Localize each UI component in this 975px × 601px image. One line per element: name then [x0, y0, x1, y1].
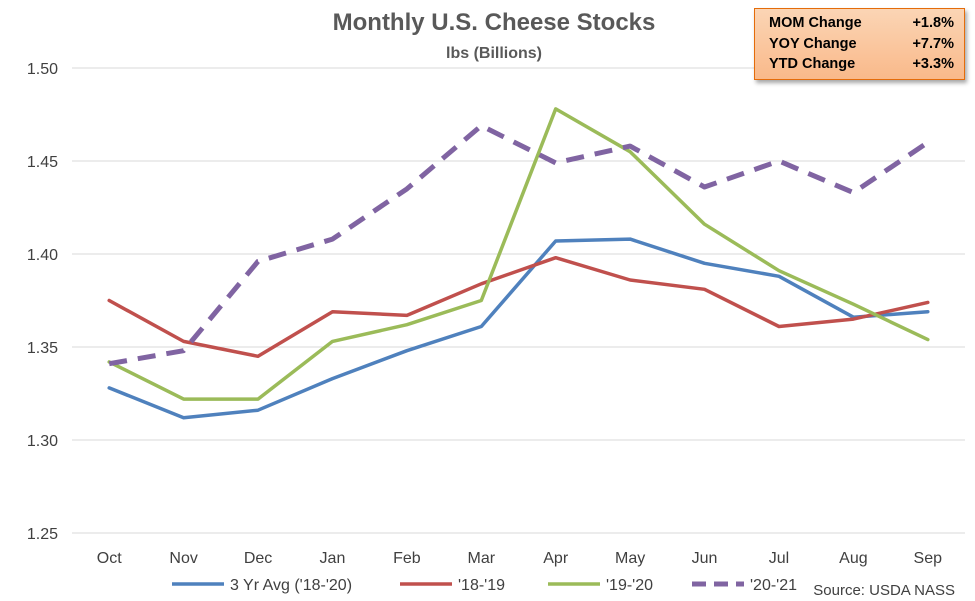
chart-title: Monthly U.S. Cheese Stocks — [333, 9, 656, 36]
source-note: Source: USDA NASS — [813, 582, 955, 599]
series-line-3 — [108, 123, 930, 367]
x-tick-label: May — [615, 550, 645, 567]
x-tick-label: Jan — [320, 550, 346, 567]
stat-value: +3.3% — [912, 56, 954, 72]
stat-label: YTD Change — [769, 56, 856, 72]
x-tick-label: Dec — [244, 550, 272, 567]
y-tick-label: 1.30 — [27, 433, 58, 450]
y-tick-label: 1.50 — [27, 61, 58, 78]
x-tick-label: Feb — [393, 550, 421, 567]
legend-label: 3 Yr Avg ('18-'20) — [230, 577, 352, 594]
series-line-1 — [107, 255, 930, 359]
stat-value: +7.7% — [912, 35, 954, 52]
legend-label: '20-'21 — [750, 577, 797, 594]
x-tick-label: Jun — [692, 550, 718, 567]
x-tick-label: Sep — [914, 550, 943, 567]
legend-label: '18-'19 — [458, 577, 505, 594]
series-line-2 — [107, 107, 930, 401]
x-tick-label: Nov — [169, 550, 197, 567]
y-tick-label: 1.45 — [27, 154, 58, 171]
stat-value: +1.8% — [912, 15, 954, 31]
legend-label: '19-'20 — [606, 577, 653, 594]
stats-box: MOM Change +1.8% YOY Change +7.7% YTD Ch… — [754, 8, 965, 80]
x-tick-label: Jul — [769, 550, 789, 567]
x-tick-label: Apr — [543, 550, 569, 567]
stat-row-yoy: YOY Change +7.7% — [769, 34, 954, 55]
y-tick-label: 1.40 — [27, 247, 58, 264]
stat-row-mom: MOM Change +1.8% — [769, 13, 954, 34]
x-tick-label: Oct — [97, 550, 122, 567]
y-tick-label: 1.25 — [27, 526, 58, 543]
x-tick-label: Mar — [468, 550, 496, 567]
stat-label: MOM Change — [769, 15, 862, 31]
stat-label: YOY Change — [769, 35, 857, 52]
stat-row-ytd: YTD Change +3.3% — [769, 54, 954, 75]
series-line-0 — [107, 237, 930, 420]
y-tick-label: 1.35 — [27, 340, 58, 357]
chart-subtitle: lbs (Billions) — [446, 45, 542, 62]
x-tick-label: Aug — [839, 550, 867, 567]
